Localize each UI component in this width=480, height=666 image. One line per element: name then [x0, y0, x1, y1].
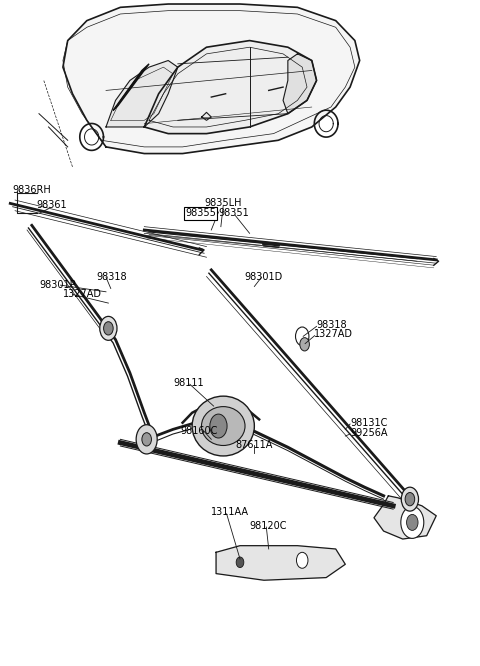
- Circle shape: [210, 414, 227, 438]
- Ellipse shape: [192, 396, 254, 456]
- Text: 99256A: 99256A: [350, 428, 387, 438]
- Text: 98131C: 98131C: [350, 418, 387, 428]
- Polygon shape: [283, 54, 317, 114]
- Text: 98351: 98351: [218, 208, 249, 218]
- Polygon shape: [106, 61, 178, 127]
- Text: 98301D: 98301D: [245, 272, 283, 282]
- Text: 1327AD: 1327AD: [314, 329, 353, 340]
- Text: 98318: 98318: [96, 272, 127, 282]
- Text: 98355: 98355: [185, 208, 216, 218]
- Polygon shape: [216, 545, 345, 580]
- Circle shape: [407, 514, 418, 530]
- Circle shape: [405, 492, 415, 505]
- Text: 98160C: 98160C: [180, 426, 217, 436]
- Ellipse shape: [202, 407, 245, 446]
- Circle shape: [297, 552, 308, 568]
- Circle shape: [136, 425, 157, 454]
- Circle shape: [300, 338, 310, 351]
- Text: 98120C: 98120C: [250, 521, 287, 531]
- Circle shape: [142, 433, 152, 446]
- Text: 9836RH: 9836RH: [12, 185, 51, 195]
- Text: 1311AA: 1311AA: [211, 507, 249, 517]
- Circle shape: [401, 506, 424, 538]
- Circle shape: [236, 557, 244, 567]
- Text: 1327AD: 1327AD: [63, 290, 102, 300]
- Text: 98361: 98361: [36, 200, 67, 210]
- Circle shape: [104, 322, 113, 335]
- Text: 98301P: 98301P: [39, 280, 76, 290]
- Polygon shape: [113, 64, 149, 111]
- Text: 98111: 98111: [173, 378, 204, 388]
- Circle shape: [100, 316, 117, 340]
- Polygon shape: [374, 496, 436, 539]
- Polygon shape: [144, 41, 317, 134]
- Text: 87611A: 87611A: [235, 440, 273, 450]
- Circle shape: [401, 488, 419, 511]
- Text: 9835LH: 9835LH: [204, 198, 241, 208]
- Circle shape: [296, 327, 309, 346]
- Text: 98318: 98318: [317, 320, 347, 330]
- Polygon shape: [63, 4, 360, 154]
